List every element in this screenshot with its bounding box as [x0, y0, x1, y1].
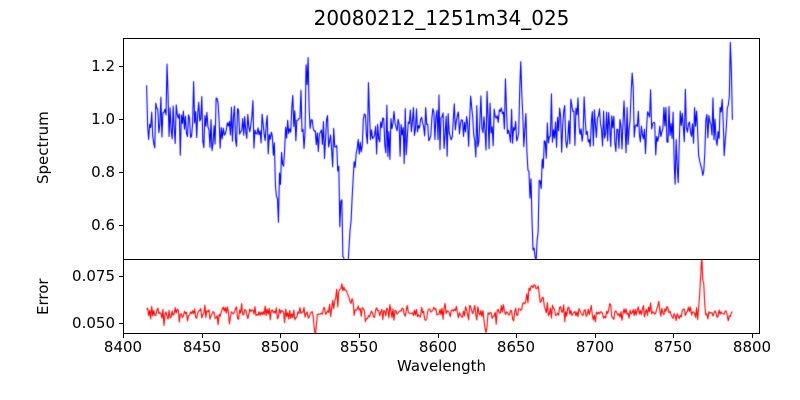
y-tick-mark	[119, 172, 123, 173]
x-tick-mark	[280, 334, 281, 338]
y-tick-label: 0.8	[91, 163, 115, 181]
x-tick-mark	[516, 334, 517, 338]
y-tick-mark	[119, 119, 123, 120]
y-tick-label: 1.0	[91, 110, 115, 128]
y-tick-label: 0.050	[72, 314, 115, 332]
y-tick-label: 0.6	[91, 216, 115, 234]
x-tick-mark	[359, 334, 360, 338]
x-axis-label: Wavelength	[397, 357, 486, 375]
x-tick-label: 8800	[732, 338, 772, 356]
y-tick-mark	[119, 323, 123, 324]
spectrum-panel	[123, 38, 760, 260]
y-tick-mark	[119, 225, 123, 226]
chart-title: 20080212_1251m34_025	[313, 6, 570, 30]
x-tick-mark	[438, 334, 439, 338]
y-tick-label: 0.075	[72, 267, 115, 285]
x-tick-label: 8650	[496, 338, 536, 356]
x-tick-label: 8700	[575, 338, 615, 356]
x-tick-label: 8750	[653, 338, 693, 356]
x-tick-mark	[123, 334, 124, 338]
x-tick-mark	[673, 334, 674, 338]
x-tick-label: 8450	[182, 338, 222, 356]
x-tick-mark	[595, 334, 596, 338]
x-tick-mark	[202, 334, 203, 338]
error-panel	[123, 260, 760, 334]
x-tick-label: 8400	[103, 338, 143, 356]
x-tick-mark	[752, 334, 753, 338]
x-tick-label: 8550	[339, 338, 379, 356]
y-tick-mark	[119, 66, 123, 67]
y-tick-label: 1.2	[91, 57, 115, 75]
x-tick-label: 8600	[418, 338, 458, 356]
x-tick-label: 8500	[260, 338, 300, 356]
y-tick-mark	[119, 276, 123, 277]
